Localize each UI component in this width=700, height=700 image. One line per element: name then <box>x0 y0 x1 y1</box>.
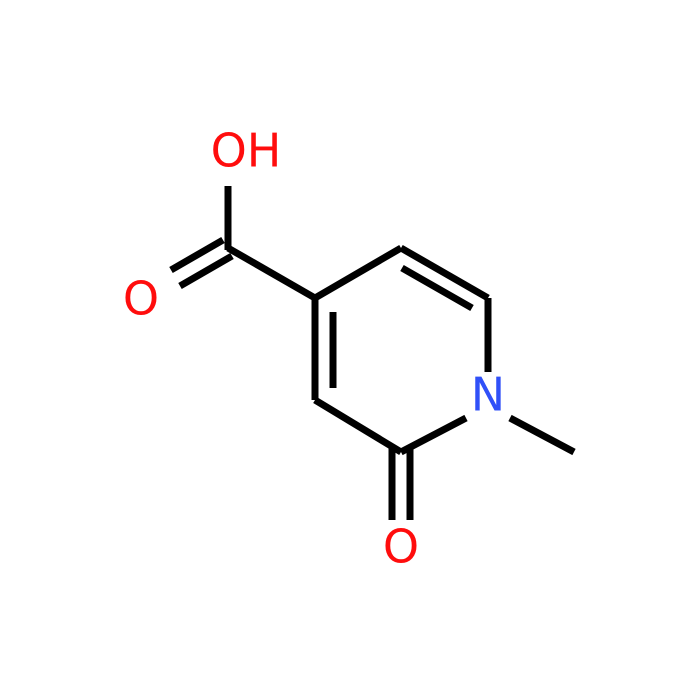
bond <box>400 264 474 312</box>
atom-label: OH <box>211 124 282 178</box>
bond <box>313 397 403 455</box>
bond <box>178 252 234 290</box>
bond <box>399 244 490 302</box>
bonds <box>169 186 576 520</box>
bond <box>226 244 317 302</box>
atom-label: O <box>123 272 159 326</box>
atom-label: O <box>383 520 419 574</box>
bond <box>508 414 576 456</box>
bond <box>169 236 225 274</box>
bond <box>313 244 403 302</box>
atom-label: N <box>471 368 505 422</box>
bond <box>399 414 468 456</box>
